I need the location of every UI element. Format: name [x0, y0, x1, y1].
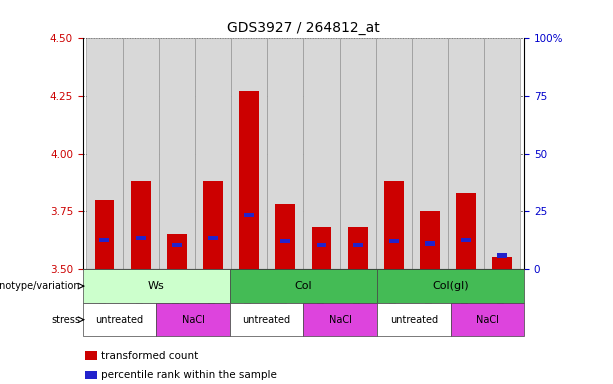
FancyBboxPatch shape [412, 38, 448, 269]
Bar [389, 239, 399, 243]
Bar [377, 303, 451, 336]
FancyBboxPatch shape [231, 38, 267, 269]
Text: NaCl: NaCl [476, 314, 499, 325]
Bar [280, 239, 291, 243]
FancyBboxPatch shape [340, 38, 376, 269]
Bar [244, 213, 254, 217]
Bar [172, 243, 182, 247]
Bar [83, 269, 230, 303]
Text: untreated: untreated [96, 314, 143, 325]
Bar [311, 227, 332, 269]
FancyBboxPatch shape [267, 38, 303, 269]
FancyBboxPatch shape [195, 38, 231, 269]
Bar [85, 351, 97, 360]
Bar [492, 257, 512, 269]
FancyBboxPatch shape [159, 38, 195, 269]
Bar [425, 242, 435, 245]
Bar [230, 303, 303, 336]
FancyBboxPatch shape [123, 38, 159, 269]
Bar [99, 238, 110, 242]
Bar [135, 236, 146, 240]
Text: transformed count: transformed count [101, 351, 199, 361]
Text: NaCl: NaCl [181, 314, 205, 325]
Bar [420, 211, 440, 269]
Bar [451, 303, 524, 336]
Bar [156, 303, 230, 336]
Bar [384, 181, 404, 269]
FancyBboxPatch shape [303, 38, 340, 269]
FancyBboxPatch shape [484, 38, 520, 269]
Bar [83, 303, 156, 336]
Bar [377, 269, 524, 303]
Bar [497, 253, 508, 258]
Bar [456, 193, 476, 269]
Bar [131, 181, 151, 269]
FancyBboxPatch shape [86, 38, 123, 269]
Text: untreated: untreated [243, 314, 291, 325]
Text: stress: stress [51, 314, 80, 325]
Text: genotype/variation: genotype/variation [0, 281, 80, 291]
Text: percentile rank within the sample: percentile rank within the sample [101, 370, 277, 380]
Text: untreated: untreated [390, 314, 438, 325]
Bar [352, 243, 363, 247]
Bar [461, 238, 471, 242]
FancyBboxPatch shape [448, 38, 484, 269]
Bar [239, 91, 259, 269]
Bar [167, 234, 187, 269]
Bar [94, 200, 115, 269]
Bar [208, 236, 218, 240]
Text: Ws: Ws [148, 281, 165, 291]
Bar [348, 227, 368, 269]
Bar [203, 181, 223, 269]
Title: GDS3927 / 264812_at: GDS3927 / 264812_at [227, 21, 380, 35]
Bar [85, 371, 97, 379]
FancyBboxPatch shape [376, 38, 412, 269]
Bar [303, 303, 377, 336]
Bar [230, 269, 377, 303]
Text: Col(gl): Col(gl) [432, 281, 469, 291]
Bar [275, 204, 295, 269]
Bar [316, 243, 327, 247]
Text: Col: Col [295, 281, 312, 291]
Text: NaCl: NaCl [329, 314, 352, 325]
